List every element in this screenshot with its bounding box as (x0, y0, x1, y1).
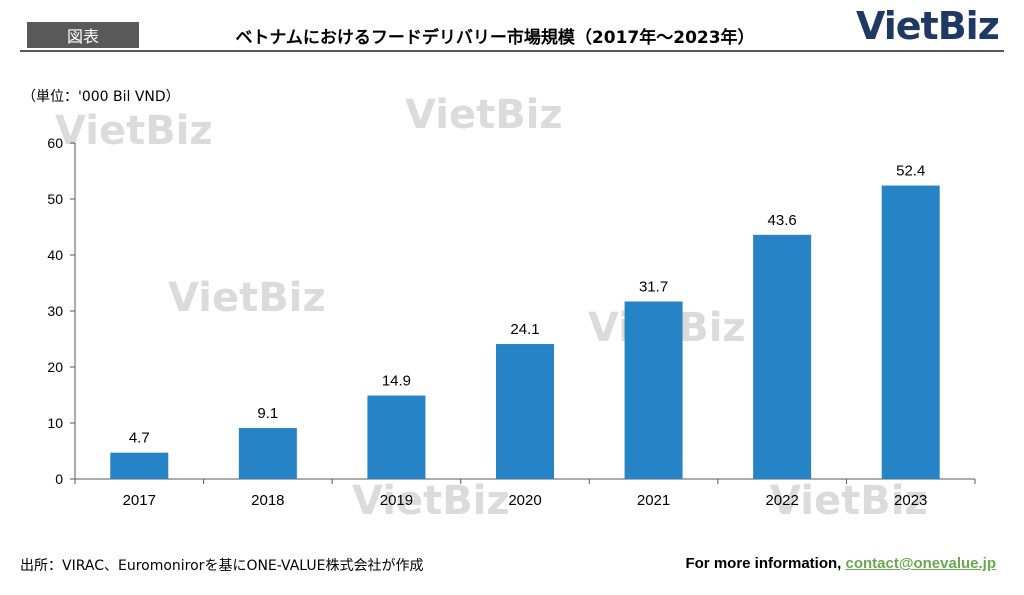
unit-label: （単位：'000 Bil VND） (22, 89, 180, 105)
x-tick-label-2019: 2019 (380, 492, 413, 509)
more-info-text: For more information, (685, 555, 846, 572)
vietbiz-logo: VietBiz (856, 4, 1000, 48)
contact-info: For more information, contact@onevalue.j… (685, 555, 996, 572)
y-tick-label: 60 (47, 135, 63, 151)
x-tick-label-2022: 2022 (765, 492, 798, 509)
bar-2020 (496, 344, 554, 479)
source-note: 出所：VIRAC、Euromonirorを基にONE-VALUE株式会社が作成 (20, 558, 424, 574)
y-tick-label: 30 (47, 303, 63, 319)
y-tick-label: 0 (55, 471, 63, 487)
y-tick-label: 20 (47, 359, 63, 375)
header-divider (20, 50, 1004, 52)
x-tick-label-2020: 2020 (508, 492, 541, 509)
x-tick-label-2023: 2023 (894, 492, 927, 509)
contact-email-link[interactable]: contact@onevalue.jp (845, 555, 997, 572)
y-tick-label: 10 (47, 415, 63, 431)
x-tick-label-2018: 2018 (251, 492, 284, 509)
bar-2017 (110, 452, 169, 479)
x-tick-label-2017: 2017 (123, 492, 156, 509)
bar-2019 (367, 395, 426, 479)
figure-tag: 図表 (27, 22, 139, 48)
data-label-2017: 4.7 (129, 430, 150, 447)
data-label-2021: 31.7 (639, 278, 668, 295)
y-tick-label: 50 (47, 191, 63, 207)
data-label-2023: 52.4 (896, 163, 925, 180)
data-label-2022: 43.6 (768, 212, 797, 229)
bar-2022 (753, 234, 812, 479)
data-label-2018: 9.1 (257, 405, 278, 422)
bar-2021 (624, 301, 683, 479)
x-tick-label-2021: 2021 (637, 492, 670, 509)
bar-2018 (238, 428, 297, 479)
y-tick-label: 40 (47, 247, 63, 263)
chart-title: ベトナムにおけるフードデリバリー市場規模（2017年～2023年） (235, 27, 755, 48)
data-label-2019: 14.9 (382, 373, 411, 390)
data-label-2020: 24.1 (510, 321, 539, 338)
bar-2023 (881, 185, 940, 479)
